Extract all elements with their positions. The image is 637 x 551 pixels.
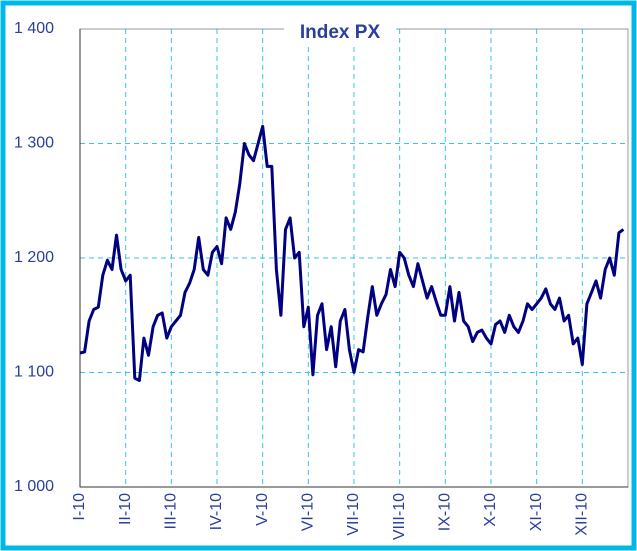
title-box — [284, 20, 396, 46]
x-tick-label: II-10 — [117, 493, 134, 525]
line — [79, 124, 625, 382]
x-tick-label: VI-10 — [300, 493, 317, 531]
y-tick-label: 1 400 — [14, 20, 54, 37]
x-tick-label: XI-10 — [528, 493, 545, 531]
x-tick-label: X-10 — [482, 493, 499, 527]
y-tick-label: 1 200 — [14, 249, 54, 266]
chart-title: Index PX — [300, 22, 381, 43]
x-tick-label: VII-10 — [345, 493, 362, 536]
y-tick-label: 1 100 — [14, 364, 54, 381]
x-tick-label: VIII-10 — [391, 493, 408, 540]
x-tick-label: XII-10 — [574, 493, 591, 536]
y-tick-label: 1 000 — [14, 478, 54, 495]
x-tick-label: IV-10 — [208, 493, 225, 530]
y-tick-label: 1 300 — [14, 135, 54, 152]
x-tick-label: III-10 — [163, 493, 180, 530]
x-tick-label: V-10 — [254, 493, 271, 526]
x-tick-label: IX-10 — [437, 493, 454, 531]
x-tick-label: I-10 — [71, 493, 88, 521]
